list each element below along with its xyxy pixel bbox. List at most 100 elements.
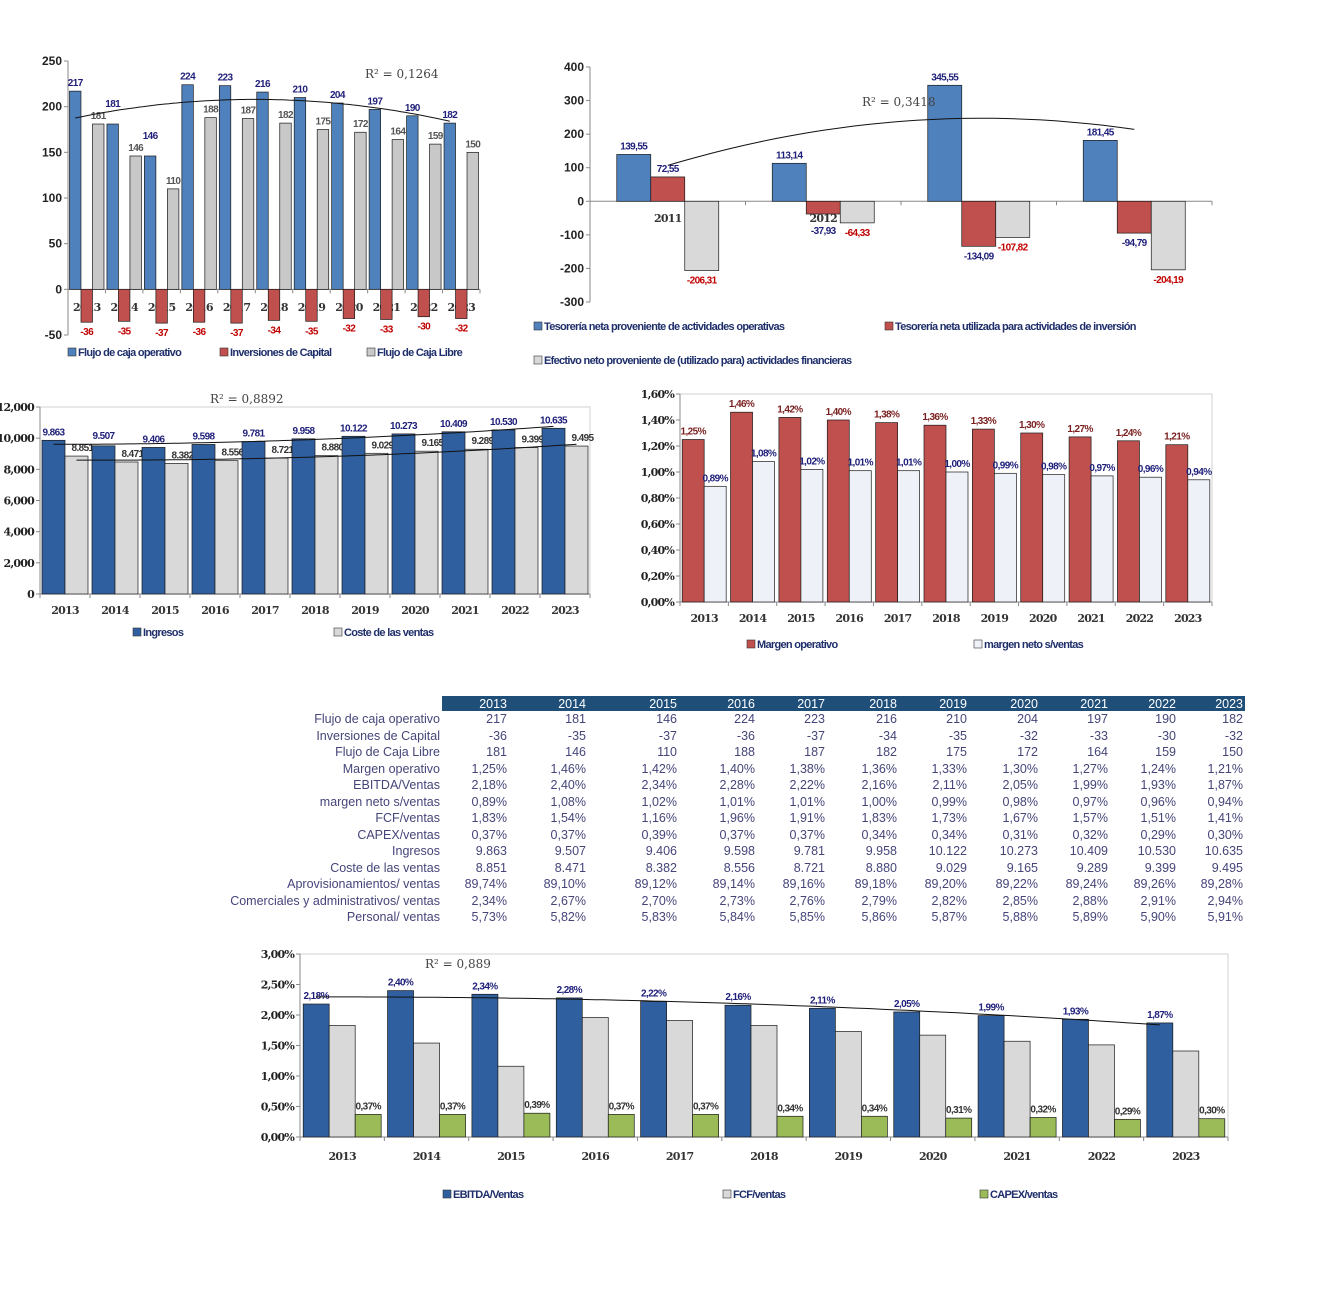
- legend-item-ebitda-ventas: EBITDA/Ventas: [442, 1189, 525, 1201]
- legend-swatch: [979, 1189, 989, 1199]
- data-label: 10.635: [540, 415, 568, 426]
- bar-inversiones-de-capital: [267, 288, 281, 321]
- legend-item-inversiones-de-capital: Inversiones de Capital: [219, 347, 333, 359]
- data-label: 204: [330, 90, 346, 101]
- legend-swatch: [746, 639, 756, 649]
- x-tick-label: 2023: [1174, 612, 1202, 625]
- data-label: 0,39%: [524, 1100, 550, 1111]
- data-label: -134,09: [964, 251, 995, 262]
- table-cell: 89,10%: [543, 877, 586, 891]
- x-tick-label: 2022: [501, 604, 529, 617]
- legend-item-flujo-de-caja-libre: Flujo de Caja Libre: [366, 347, 463, 359]
- table-cell: 159: [1155, 745, 1176, 759]
- row-label: Margen operativo: [342, 761, 440, 776]
- table-row: Flujo de caja operativo 217 181 146 224 223 21…: [190, 711, 1245, 728]
- data-label: 10.530: [490, 417, 518, 428]
- bar-margen-operativo: [730, 411, 753, 603]
- table-cell: 2,11%: [932, 778, 967, 792]
- data-label: 10.273: [390, 421, 418, 432]
- y-tick-label: 6,000: [4, 495, 36, 508]
- data-label: 197: [367, 96, 383, 107]
- data-label: 9.406: [142, 434, 165, 445]
- data-label: -36: [80, 327, 94, 338]
- table-cell: 2,79%: [861, 893, 897, 908]
- data-label: -37: [155, 328, 169, 339]
- bar-flujo-de-caja-operativo: [406, 115, 419, 290]
- bar-capex-ventas: [354, 1114, 382, 1138]
- table-cell: 9.598: [723, 844, 755, 858]
- bar-tesoreria-neta-utilizada-para-actividades-de-inversion: [805, 200, 841, 215]
- data-label: -36: [193, 327, 207, 338]
- y-tick-label: 200: [42, 100, 62, 114]
- data-label: 1,01%: [896, 458, 922, 469]
- data-label: 0,32%: [1030, 1104, 1056, 1115]
- y-tick-label: 0,40%: [641, 544, 676, 557]
- x-tick-label: 2021: [1077, 612, 1105, 625]
- table-cell: 2,40%: [550, 778, 586, 792]
- legend-swatch: [132, 627, 142, 637]
- table-cell: -35: [567, 728, 586, 743]
- table-cell: 1,40%: [719, 761, 755, 776]
- y-tick-label: 4,000: [4, 526, 36, 539]
- table-cell: 5,87%: [931, 910, 967, 924]
- data-label: 0,99%: [993, 460, 1019, 471]
- table-cell: 2,22%: [789, 778, 825, 792]
- table-cell: 0,97%: [1072, 794, 1108, 809]
- bar-margen-operativo: [778, 417, 802, 603]
- y-tick-label: 0,00%: [261, 1131, 296, 1144]
- table-cell: 89,24%: [1065, 877, 1108, 891]
- table-cell: -37: [806, 728, 825, 743]
- table-cell: 5,88%: [1002, 910, 1038, 924]
- table-cell: 5,84%: [719, 910, 755, 924]
- bar-ebitda-ventas: [387, 990, 414, 1138]
- data-label: 159: [428, 131, 444, 142]
- legend-label: FCF/ventas: [733, 1189, 786, 1201]
- table-cell: 9.495: [1211, 860, 1243, 875]
- table-cell: 9.958: [865, 844, 897, 858]
- data-label: 2,22%: [641, 989, 667, 1000]
- bar-flujo-de-caja-operativo: [181, 84, 194, 290]
- bar-margen-neto-s-ventas: [897, 470, 920, 603]
- legend-item-efectivo-neto-proveniente-de-utilizado-para-actividades-financieras: Efectivo neto proveniente de (utilizado …: [533, 355, 853, 367]
- bar-margen-operativo: [681, 439, 705, 603]
- table-cell: 190: [1155, 712, 1176, 726]
- y-tick-label: 1,20%: [641, 440, 676, 453]
- legend-item-margen-neto-s-ventas: margen neto s/ventas: [973, 639, 1084, 651]
- x-tick-label: 2013: [51, 604, 79, 617]
- legend-label: Flujo de Caja Libre: [377, 347, 463, 359]
- data-label: 1,99%: [978, 1003, 1004, 1014]
- y-tick-label: 3,00%: [261, 948, 296, 961]
- table-cell: 0,31%: [1002, 827, 1038, 842]
- table-cell: 0,37%: [789, 827, 825, 842]
- bar-fcf-ventas: [1172, 1050, 1200, 1138]
- x-tick-label: 2022: [1126, 612, 1154, 625]
- table-cell: 2,16%: [861, 778, 897, 792]
- y-tick-label: -300: [560, 295, 584, 309]
- table-cell: 89,26%: [1133, 877, 1176, 891]
- bar-coste-de-las-ventas: [164, 463, 189, 595]
- chart-5: 0,00% 0,50% 1,00% 1,50% 2,00% 2,50% 3,00% 2013 2…: [261, 948, 1229, 1201]
- bar-coste-de-las-ventas: [564, 445, 589, 595]
- chart-1: -500501001502002502013217-361812014181-3…: [42, 54, 482, 359]
- data-label: -37: [230, 328, 244, 339]
- bar-flujo-de-caja-libre: [92, 123, 105, 290]
- bar-efectivo-neto-proveniente-de-utilizado-para-actividades-financieras: [1150, 200, 1186, 271]
- table-cell: -33: [1089, 728, 1108, 743]
- bar-fcf-ventas: [497, 1065, 525, 1138]
- r-squared-label: R² = 0,8892: [210, 392, 284, 406]
- bar-flujo-de-caja-operativo: [443, 122, 456, 290]
- x-tick-label: 2016: [201, 604, 230, 617]
- x-tick-label: 2020: [401, 604, 430, 617]
- bar-ebitda-ventas: [471, 993, 499, 1138]
- bar-fcf-ventas: [1088, 1044, 1115, 1138]
- bar-tesoreria-neta-utilizada-para-actividades-de-inversion: [961, 200, 997, 247]
- y-tick-label: 0,20%: [641, 570, 676, 583]
- table-cell: 223: [804, 712, 825, 726]
- bar-inversiones-de-capital: [118, 288, 131, 322]
- table-cell: 1,36%: [861, 761, 897, 776]
- x-tick-label: 2018: [750, 1150, 779, 1163]
- row-label: Ingresos: [392, 844, 440, 858]
- legend-label: Ingresos: [143, 627, 184, 639]
- trendline: [76, 443, 577, 461]
- table-corner: [190, 696, 442, 711]
